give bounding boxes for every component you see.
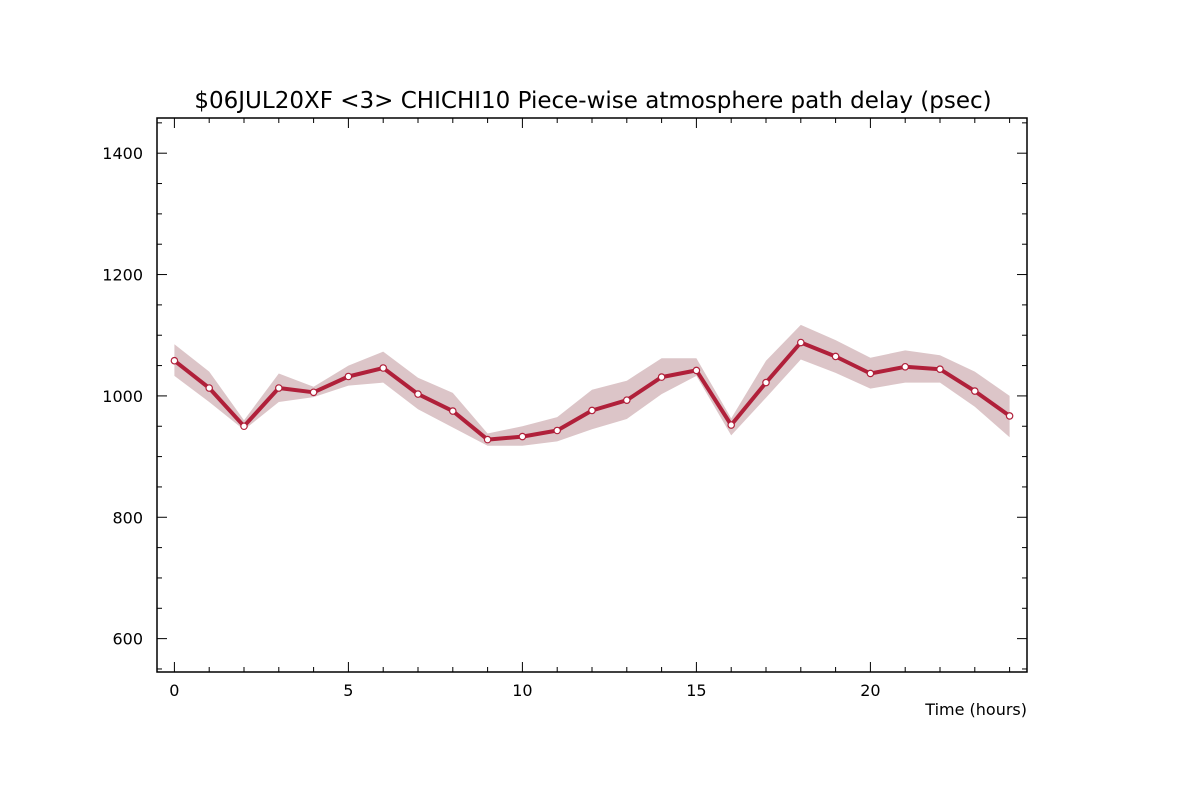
data-point xyxy=(309,388,318,397)
data-point xyxy=(831,352,840,361)
data-point xyxy=(553,426,562,435)
x-tick-label: 15 xyxy=(686,681,706,700)
data-point xyxy=(762,378,770,387)
data-point xyxy=(414,390,422,398)
x-tick-label: 0 xyxy=(169,681,179,700)
data-point xyxy=(692,366,701,375)
data-point xyxy=(622,396,631,404)
data-point xyxy=(448,407,457,415)
data-point xyxy=(170,356,179,365)
y-tick-label: 800 xyxy=(112,508,143,527)
axis-ticks xyxy=(157,118,1027,672)
data-point xyxy=(240,422,248,431)
data-point xyxy=(727,421,736,429)
data-point xyxy=(205,384,214,392)
data-point xyxy=(518,432,527,441)
axis-tick-labels: 0 5 10 15 20 600 800 1000 1200 1400 xyxy=(102,144,880,700)
data-point xyxy=(344,372,353,381)
data-markers xyxy=(170,338,1014,444)
confidence-band xyxy=(174,324,1010,446)
chart-title: $06JUL20XF <3> CHICHI10 Piece-wise atmos… xyxy=(194,88,991,114)
data-point xyxy=(866,369,875,378)
x-tick-label: 10 xyxy=(512,681,532,700)
data-point xyxy=(936,365,944,374)
x-tick-label: 20 xyxy=(860,681,880,700)
data-point xyxy=(274,384,283,392)
y-tick-label: 600 xyxy=(112,630,143,649)
x-tick-label: 5 xyxy=(343,681,353,700)
x-axis-label: Time (hours) xyxy=(924,700,1027,719)
data-point xyxy=(796,338,805,347)
data-point xyxy=(379,364,388,372)
band-area xyxy=(174,324,1010,446)
data-point xyxy=(901,362,910,371)
y-tick-label: 1400 xyxy=(102,144,143,163)
data-point xyxy=(1005,412,1014,420)
data-point xyxy=(483,435,492,444)
data-point xyxy=(657,373,666,381)
y-tick-label: 1200 xyxy=(102,266,143,285)
y-tick-label: 1000 xyxy=(102,387,143,406)
data-point xyxy=(588,406,596,415)
data-point xyxy=(970,387,979,395)
